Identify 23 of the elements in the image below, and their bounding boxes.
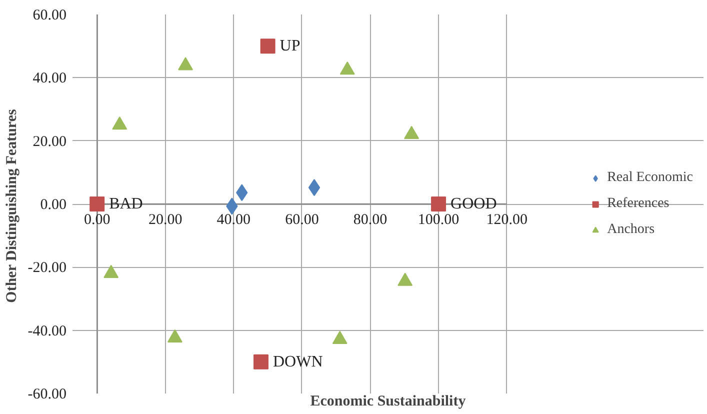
legend-label: References [607,196,670,212]
annotation: DOWN [272,353,324,370]
annotation: GOOD [450,196,497,212]
y-axis-title: Other Distinguishing Features [4,109,20,303]
x-tick-label: 80.00 [353,212,388,228]
x-tick-label: 120.00 [486,212,528,228]
x-tick-label: 100.00 [418,212,460,228]
y-tick-label: 20.00 [32,134,66,150]
y-tick-label: -40.00 [28,323,67,340]
x-axis-title: Economic Sustainability [310,394,466,410]
annotation: UP [280,38,300,55]
x-tick-label: 0.00 [84,212,110,228]
y-tick-label: -60.00 [28,386,67,402]
annotation: BAD [109,196,143,212]
legend-label: Anchors [607,222,655,238]
y-tick-label: -20.00 [28,260,67,276]
x-tick-label: 40.00 [216,212,251,228]
legend-label: Real Economic [607,170,693,186]
x-tick-label: 60.00 [285,212,319,228]
y-tick-label: 40.00 [32,70,66,87]
x-tick-label: 20.00 [148,212,182,228]
y-tick-label: 0.00 [40,197,66,213]
y-tick-label: 60.00 [32,8,66,24]
